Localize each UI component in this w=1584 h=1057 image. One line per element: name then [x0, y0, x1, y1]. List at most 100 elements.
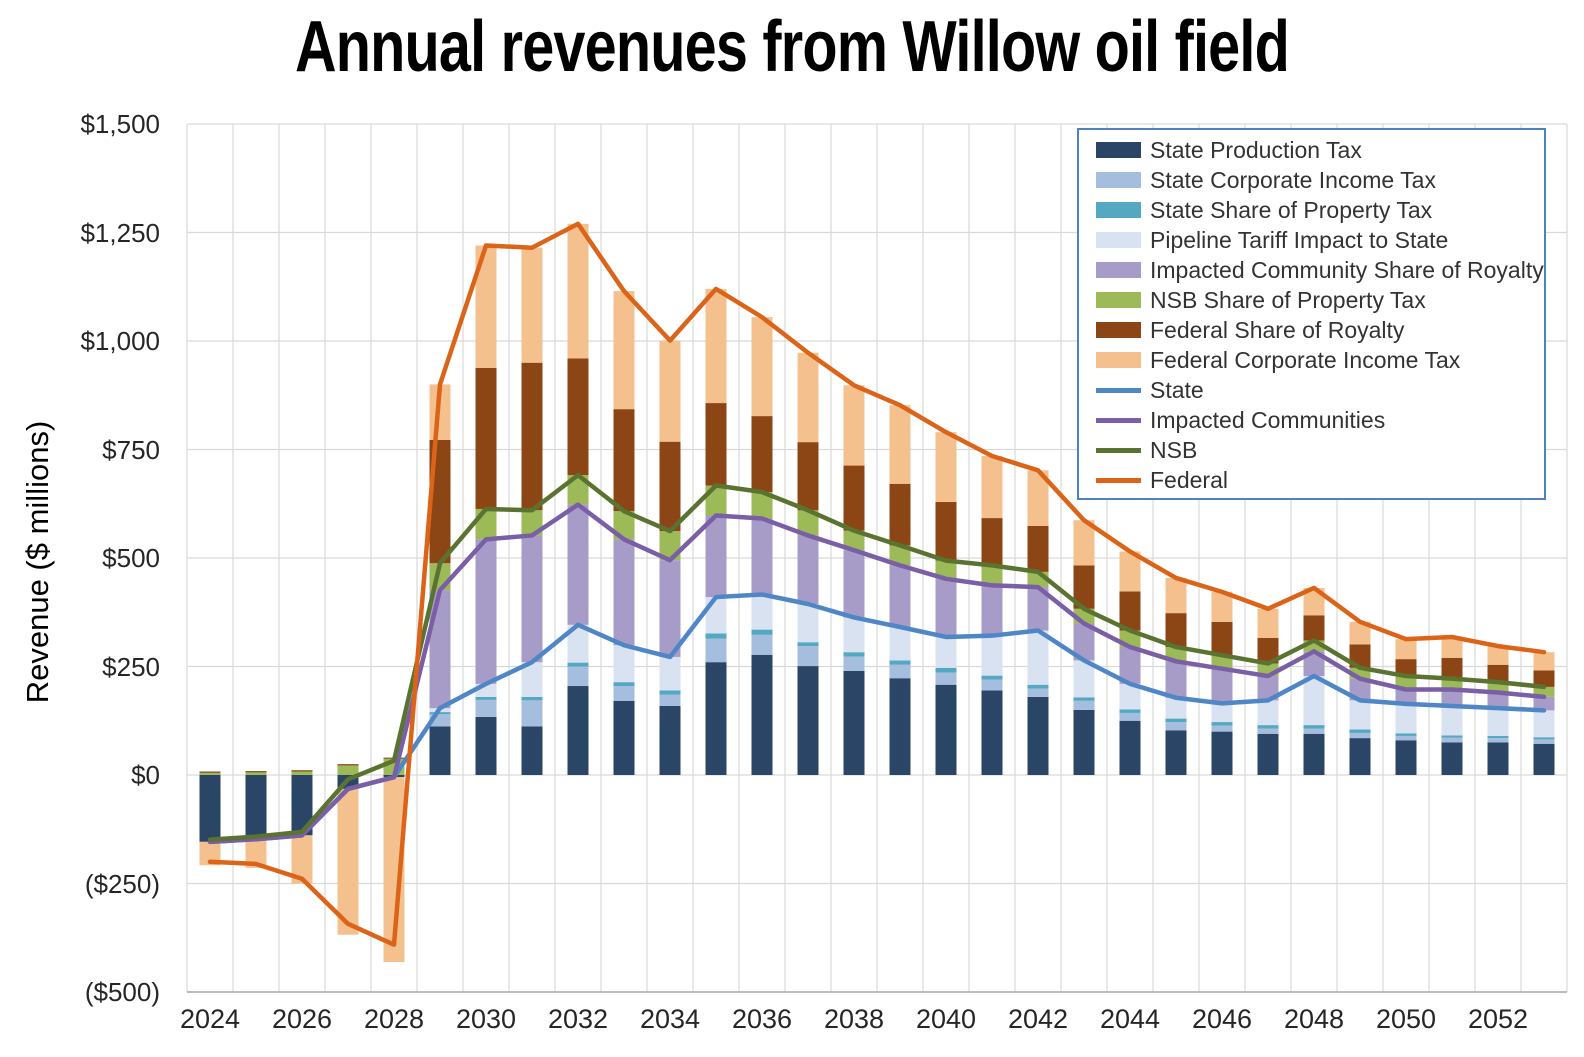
- bar-segment-state-corporate-income-tax: [1073, 700, 1095, 710]
- legend-item: State Production Tax: [1096, 135, 1544, 165]
- legend-label: NSB: [1150, 436, 1198, 463]
- bar-segment-state-production-tax: [199, 775, 221, 842]
- bar-segment-state-production-tax: [1441, 742, 1463, 775]
- bar-segment-state-share-of-property-tax: [1027, 684, 1049, 689]
- bar-segment-federal-corporate-income-tax: [935, 432, 957, 503]
- bar-segment-state-share-of-property-tax: [475, 696, 497, 700]
- x-tick-label: 2044: [1099, 1004, 1161, 1034]
- bar-segment-impacted-community-share-of-royalty: [797, 535, 819, 605]
- bar-segment-nsb-share-of-property-tax: [337, 765, 359, 775]
- bar-segment-federal-share-of-royalty: [751, 416, 773, 493]
- bar-segment-state-production-tax: [521, 726, 543, 775]
- bar-segment-state-production-tax: [797, 666, 819, 775]
- bar-segment-federal-corporate-income-tax: [521, 247, 543, 363]
- legend-label: State Corporate Income Tax: [1150, 166, 1436, 193]
- bar-segment-state-corporate-income-tax: [1119, 712, 1141, 721]
- x-tick-label: 2046: [1191, 1004, 1253, 1034]
- bar-segment-state-corporate-income-tax: [1303, 728, 1325, 734]
- bar-segment-state-production-tax: [613, 700, 635, 775]
- x-tick-label: 2034: [639, 1004, 701, 1034]
- bar-segment-federal-corporate-income-tax: [1395, 639, 1417, 660]
- bar-segment-nsb-share-of-property-tax: [613, 511, 635, 540]
- y-tick-label: $500: [102, 543, 160, 573]
- bar-segment-state-corporate-income-tax: [1165, 722, 1187, 731]
- bar-segment-nsb-share-of-property-tax: [797, 510, 819, 536]
- legend-color-swatch: [1096, 352, 1141, 368]
- y-tick-label: $1,500: [80, 109, 160, 139]
- bar-segment-impacted-community-share-of-royalty: [751, 518, 773, 595]
- bar-segment-pipeline-tariff-impact-to-state: [889, 627, 911, 661]
- bar-segment-federal-corporate-income-tax: [1027, 470, 1049, 526]
- bar-segment-pipeline-tariff-impact-to-state: [613, 645, 635, 683]
- bar-segment-impacted-community-share-of-royalty: [659, 560, 681, 657]
- legend-item: Federal Corporate Income Tax: [1096, 345, 1544, 375]
- bar-segment-federal-share-of-royalty: [291, 770, 313, 772]
- bar-segment-state-corporate-income-tax: [797, 646, 819, 667]
- y-tick-label: $1,250: [80, 217, 160, 248]
- x-tick-label: 2024: [179, 1004, 241, 1034]
- line-impacted-communities: [207, 502, 1547, 845]
- bar-segment-nsb-share-of-property-tax: [475, 508, 497, 540]
- bar-segment-impacted-community-share-of-royalty: [429, 590, 451, 709]
- bar-segment-impacted-community-share-of-royalty: [1211, 668, 1233, 704]
- bar-segment-state-corporate-income-tax: [1257, 728, 1279, 734]
- legend-color-swatch: [1096, 232, 1141, 248]
- bar-segment-impacted-community-share-of-royalty: [1395, 689, 1417, 704]
- bar-segment-federal-corporate-income-tax: [659, 340, 681, 442]
- bar-segment-impacted-community-share-of-royalty: [567, 504, 589, 625]
- bar-segment-pipeline-tariff-impact-to-state: [1027, 630, 1049, 685]
- bar-segment-pipeline-tariff-impact-to-state: [751, 594, 773, 630]
- bar-segment-federal-share-of-royalty: [797, 442, 819, 511]
- bar-segment-state-corporate-income-tax: [705, 638, 727, 663]
- bar-segment-impacted-community-share-of-royalty: [1441, 689, 1463, 706]
- bar-segment-state-production-tax: [1303, 733, 1325, 775]
- bar-segment-federal-corporate-income-tax: [797, 352, 819, 443]
- bar-segment-nsb-share-of-property-tax: [291, 771, 313, 775]
- bar-segment-state-production-tax: [245, 775, 267, 840]
- bar-segment-impacted-community-share-of-royalty: [1349, 678, 1371, 701]
- legend-color-swatch: [1096, 322, 1141, 338]
- bar-segment-federal-corporate-income-tax: [1165, 577, 1187, 614]
- bar-segment-state-production-tax: [1027, 696, 1049, 775]
- legend: State Production Tax State Corporate Inco…: [1077, 128, 1546, 500]
- bar-segment-state-production-tax: [1165, 730, 1187, 775]
- legend-color-swatch: [1096, 172, 1141, 188]
- bar-segment-federal-share-of-royalty: [1027, 525, 1049, 572]
- bar-segment-state-share-of-property-tax: [1533, 737, 1555, 740]
- bar-segment-nsb-share-of-property-tax: [1211, 655, 1233, 669]
- bar-segment-state-corporate-income-tax: [567, 666, 589, 687]
- bar-segment-state-production-tax: [935, 684, 957, 775]
- bar-segment-impacted-community-share-of-royalty: [843, 550, 865, 618]
- bar-segment-impacted-community-share-of-royalty: [1119, 646, 1141, 684]
- bar-segment-state-corporate-income-tax: [1533, 739, 1555, 744]
- y-tick-label: ($500): [84, 977, 160, 1007]
- bar-segment-state-production-tax: [291, 775, 313, 836]
- bar-segment-state-corporate-income-tax: [843, 656, 865, 671]
- bar-segment-nsb-share-of-property-tax: [1487, 682, 1509, 693]
- bar-segment-state-share-of-property-tax: [981, 675, 1003, 680]
- bar-segment-federal-share-of-royalty: [843, 465, 865, 531]
- bar-segment-state-production-tax: [1257, 733, 1279, 775]
- bar-segment-federal-corporate-income-tax: [1211, 591, 1233, 622]
- bar-segment-state-corporate-income-tax: [1395, 735, 1417, 741]
- bar-segment-pipeline-tariff-impact-to-state: [981, 635, 1003, 676]
- bar-segment-impacted-community-share-of-royalty: [475, 539, 497, 684]
- x-tick-label: 2032: [547, 1004, 609, 1034]
- bar-segment-pipeline-tariff-impact-to-state: [1073, 660, 1095, 698]
- bar-segment-state-corporate-income-tax: [935, 672, 957, 685]
- bar-segment-state-share-of-property-tax: [1073, 697, 1095, 701]
- x-tick-label: 2026: [271, 1004, 333, 1034]
- bar-segment-federal-share-of-royalty: [889, 483, 911, 546]
- bar-segment-state-production-tax: [843, 670, 865, 775]
- x-tick-label: 2030: [455, 1004, 517, 1034]
- bar-segment-impacted-community-share-of-royalty: [1073, 623, 1095, 661]
- bar-segment-federal-corporate-income-tax: [199, 841, 221, 866]
- bar-segment-state-share-of-property-tax: [1349, 729, 1371, 733]
- legend-line-swatch: [1096, 387, 1141, 393]
- bar-segment-state-production-tax: [1119, 720, 1141, 775]
- bar-segment-pipeline-tariff-impact-to-state: [705, 597, 727, 634]
- bar-segment-nsb-share-of-property-tax: [981, 565, 1003, 586]
- bar-segment-state-share-of-property-tax: [1257, 725, 1279, 729]
- legend-item: State: [1096, 375, 1544, 405]
- x-tick-label: 2040: [915, 1004, 977, 1034]
